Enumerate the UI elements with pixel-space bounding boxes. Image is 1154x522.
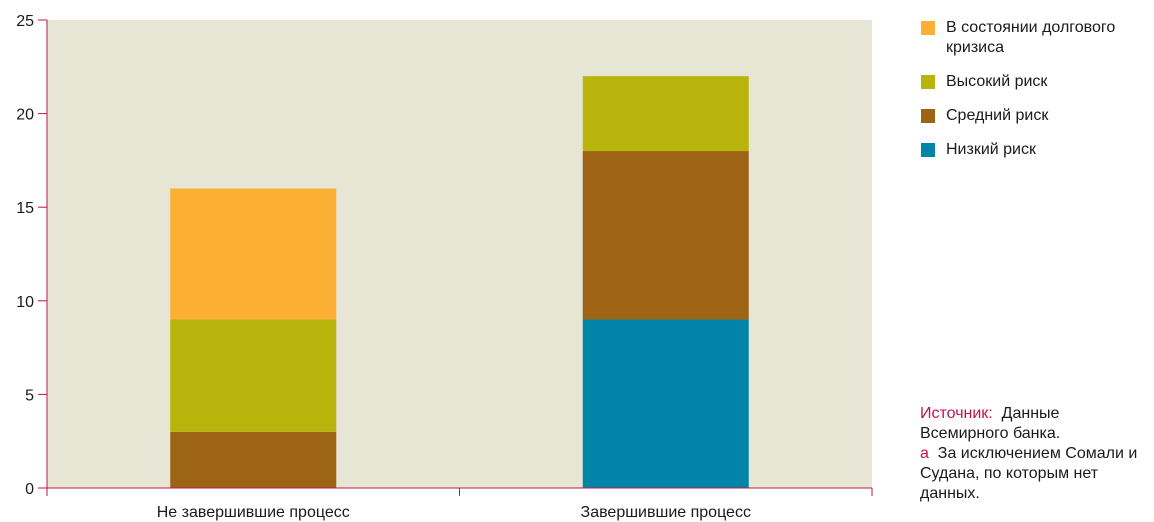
bar-segment-1-3 (170, 319, 337, 432)
y-tick-label: 25 (16, 13, 34, 30)
bar-segment-2-3 (582, 76, 749, 152)
legend-label: В состоянии долгового кризиса (946, 19, 1116, 56)
source-prefix: Источник: (920, 405, 993, 422)
legend-swatch (921, 109, 935, 123)
bar-segment-2-1 (582, 319, 749, 488)
legend-label: Средний риск (946, 107, 1049, 124)
legend-swatch (921, 75, 935, 89)
legend-item: В состоянии долгового кризиса (921, 18, 1153, 58)
legend-swatch (921, 21, 935, 35)
source-note: Источник: Данные Всемирного банка. (920, 404, 1152, 444)
legend-label: Высокий риск (946, 73, 1048, 90)
x-category-label: Завершившие процесс (581, 504, 751, 521)
y-tick-label: 10 (16, 294, 34, 311)
footnote-text: За исключением Сомали и Судана, по котор… (920, 445, 1138, 502)
footnote-marker: a (920, 445, 929, 462)
y-axis-ticks: 0 5 10 15 20 25 (16, 13, 47, 498)
y-tick-label: 15 (16, 200, 34, 217)
legend-label: Низкий риск (946, 141, 1036, 158)
legend-swatch (921, 143, 935, 157)
bar-segment-2-2 (582, 151, 749, 320)
x-category-label: Не завершившие процесс (157, 504, 350, 521)
y-tick-label: 20 (16, 107, 34, 124)
footnote: a За исключением Сомали и Судана, по кот… (920, 444, 1152, 504)
legend: В состоянии долгового кризиса Высокий рис… (921, 18, 1153, 174)
source-text: Данные Всемирного банка. (920, 405, 1061, 442)
y-tick-label: 0 (25, 481, 34, 498)
legend-item: Средний риск (921, 106, 1153, 126)
bars (170, 76, 749, 488)
legend-item: Высокий риск (921, 72, 1153, 92)
legend-item: Низкий риск (921, 140, 1153, 160)
y-tick-label: 5 (25, 387, 34, 404)
notes: Источник: Данные Всемирного банка. a За … (920, 404, 1152, 504)
bar-segment-1-4 (170, 188, 337, 320)
bar-segment-1-2 (170, 431, 337, 488)
x-axis-categories: Не завершившие процесс Завершившие процес… (46, 488, 873, 521)
